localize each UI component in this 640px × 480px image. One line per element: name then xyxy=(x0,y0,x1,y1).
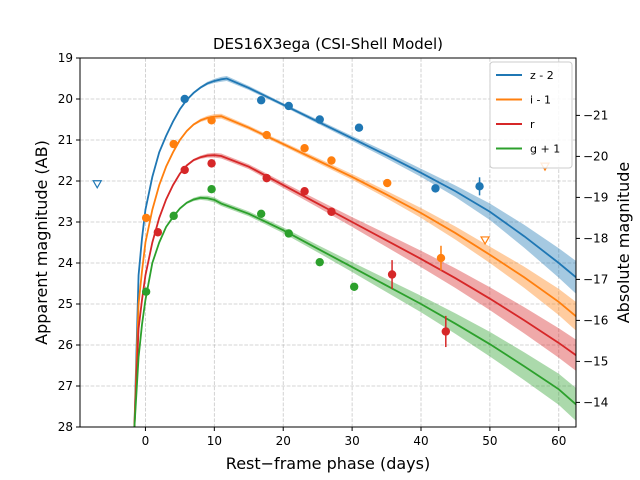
y-right-tick-label: −20 xyxy=(583,149,608,163)
series-4-point xyxy=(169,211,178,221)
axis-ticks: 0 10 20 30 40 50 60 19 20 21 22 23 24 25 26 27 28 −21 −20 −… xyxy=(58,51,609,448)
series-1-point xyxy=(475,182,484,191)
x-tick-label: 0 xyxy=(142,434,150,448)
legend-label: i - 1 xyxy=(530,94,551,107)
legend-box xyxy=(489,61,573,169)
series-1-point xyxy=(315,115,324,124)
series-3-point xyxy=(262,173,271,183)
x-tick-label: 40 xyxy=(413,434,428,448)
series-1-point xyxy=(354,123,364,132)
series-4-point xyxy=(141,287,151,296)
series-4-point xyxy=(284,229,293,238)
legend: z - 2 i - 1 r g + 1 xyxy=(489,61,573,169)
x-axis-label: Rest−frame phase (days) xyxy=(226,454,430,473)
series-4-point xyxy=(256,209,266,218)
y-right-tick-label: −18 xyxy=(583,231,608,245)
series-2-point xyxy=(169,139,178,149)
legend-label: z - 2 xyxy=(530,69,554,82)
series-4-point xyxy=(207,185,216,194)
y-tick-label: 28 xyxy=(58,420,73,434)
series-3-point xyxy=(207,159,216,168)
series-1-point xyxy=(284,101,293,111)
plot-frame xyxy=(79,57,577,428)
y-axis-label: Apparent magnitude (AB) xyxy=(32,140,51,345)
y-tick-label: 22 xyxy=(58,174,73,188)
y-right-tick-label: −21 xyxy=(583,108,608,122)
x-tick-label: 10 xyxy=(207,434,222,448)
y-right-tick-label: −19 xyxy=(583,190,608,204)
series-2-upper-limit xyxy=(480,236,491,246)
series-3-point xyxy=(300,187,309,196)
series-2-point xyxy=(383,178,392,188)
y-right-tick-label: −14 xyxy=(583,395,608,409)
series-4-model-line xyxy=(133,196,577,428)
series-1-point xyxy=(180,94,189,104)
x-tick-label: 60 xyxy=(551,434,566,448)
y-right-tick-label: −17 xyxy=(583,272,608,286)
series-1-model-line xyxy=(133,77,577,428)
series-4-point xyxy=(315,257,324,267)
y-tick-label: 24 xyxy=(58,256,73,270)
y-tick-label: 23 xyxy=(58,215,73,229)
series-3-point xyxy=(441,327,450,336)
legend-label: g + 1 xyxy=(530,143,560,156)
x-tick-label: 20 xyxy=(276,434,291,448)
y-tick-label: 25 xyxy=(58,297,73,311)
y-tick-label: 19 xyxy=(58,51,73,65)
y-right-tick-label: −16 xyxy=(583,313,608,327)
series-3-point xyxy=(180,165,189,175)
observed-points xyxy=(92,94,551,348)
series-3-point xyxy=(327,207,336,216)
series-2-point xyxy=(327,156,336,165)
y-tick-label: 26 xyxy=(58,338,73,352)
series-2-point xyxy=(300,144,309,153)
series-3-point xyxy=(153,228,163,237)
y-right-tick-label: −15 xyxy=(583,354,608,368)
series-2-point xyxy=(207,116,216,125)
y-tick-label: 21 xyxy=(58,133,73,147)
series-1-upper-limit xyxy=(92,180,103,189)
series-2-point xyxy=(141,213,151,223)
chart-title: DES16X3ega (CSI-Shell Model) xyxy=(213,35,443,53)
series-3-point xyxy=(387,270,397,279)
series-3-model-line xyxy=(133,154,577,428)
series-1-point xyxy=(431,184,440,193)
legend-label: r xyxy=(530,118,535,131)
y-tick-label: 27 xyxy=(58,379,73,393)
x-tick-label: 30 xyxy=(344,434,359,448)
series-2-point xyxy=(262,130,271,140)
series-4-point xyxy=(349,282,359,291)
y-axis-right-label: Absolute magnitude xyxy=(614,162,633,324)
y-tick-label: 20 xyxy=(58,92,73,106)
series-3-band xyxy=(134,152,577,427)
series-1-point xyxy=(256,96,266,105)
series-2-band xyxy=(134,113,577,427)
x-tick-label: 50 xyxy=(482,434,497,448)
series-2-point xyxy=(436,253,446,263)
model-lines xyxy=(133,77,577,428)
